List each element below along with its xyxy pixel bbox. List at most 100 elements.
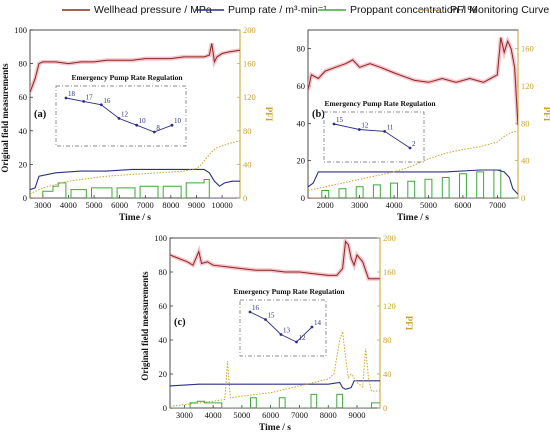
inset-title: Emergency Pump Rate Regulation (324, 99, 436, 108)
x-tick-label: 7000 (291, 410, 308, 420)
series-proppant-line (170, 393, 380, 408)
x-tick-label: 9000 (348, 410, 365, 420)
inset-step-label: 13 (283, 327, 291, 335)
legend-label-proppant: Proppant concentration / % (350, 4, 477, 16)
legend-label-pressure: Wellhead pressure / MPa (94, 4, 212, 16)
x-axis-label: Time / s (119, 213, 151, 223)
y-right-tick-label: 40 (243, 159, 252, 169)
y-left-tick-label: 60 (159, 301, 168, 311)
x-tick-label: 4000 (386, 200, 403, 210)
y-right-tick-label: 80 (243, 126, 252, 136)
legend-item-proppant: Proppant concentration / % (318, 3, 477, 17)
legend-swatch-proppant (318, 9, 346, 11)
y-right-tick-label: 120 (383, 301, 396, 311)
y-right-tick-label: 80 (521, 118, 530, 128)
y-left-tick-label: 20 (19, 159, 28, 169)
inset-step-point (357, 128, 361, 131)
y-right-tick-label: 40 (383, 369, 392, 379)
plot-area (170, 238, 380, 408)
panel-a: 3000 4000 5000 6000 7000 8000 9000 10000 0 20 40 60… (0, 25, 274, 223)
inset-step-label: 16 (252, 304, 260, 312)
series-rate-line (30, 168, 240, 191)
inset-step-label: 17 (86, 93, 94, 101)
series-pressure-line (170, 240, 380, 280)
inset-step-point (82, 100, 86, 103)
series-rate-line (170, 380, 380, 390)
y-left-tick-label: 60 (297, 81, 306, 91)
y-left-tick-label: 0 (163, 403, 167, 413)
inset-step-label: 15 (268, 312, 276, 320)
x-tick-label: 6000 (111, 200, 128, 210)
series-pfi-line (170, 331, 380, 407)
y-right-tick-label: 40 (521, 156, 530, 166)
y-right-axis-label: PFI (542, 107, 550, 122)
inset-step-point (310, 325, 314, 329)
y-right-axis-label: PFI (264, 107, 274, 122)
inset-step-label: 15 (336, 116, 344, 124)
y-right-tick-label: 160 (383, 267, 396, 277)
y-left-tick-label: 40 (19, 126, 28, 136)
y-left-tick-label: 20 (297, 156, 306, 166)
x-tick-label: 8000 (320, 410, 337, 420)
inset-step-point (99, 103, 103, 107)
series-pressure-band (30, 42, 240, 93)
y-left-tick-label: 20 (159, 369, 168, 379)
y-left-tick-label: 80 (159, 267, 168, 277)
inset-step-point (295, 340, 298, 344)
y-right-tick-label: 160 (521, 44, 534, 54)
y-right-axis-label: PFI (404, 316, 414, 331)
inset-step-point (64, 96, 68, 100)
legend-swatch-rate (196, 9, 224, 11)
x-tick-label: 3000 (34, 200, 51, 210)
y-left-axis-label: Original field measurements (0, 63, 10, 173)
x-tick-label: 6000 (454, 200, 471, 210)
inset-step-label: 14 (314, 319, 322, 327)
x-tick-label: 4000 (60, 200, 77, 210)
y-right-tick-label: 80 (383, 335, 392, 345)
legend-swatch-pressure (62, 9, 90, 11)
inset-box (55, 85, 187, 147)
x-tick-label: 9000 (188, 200, 205, 210)
x-axis-label: Time / s (397, 213, 429, 223)
panel-label: (c) (174, 317, 186, 328)
y-left-tick-label: 80 (19, 59, 28, 69)
x-tick-label: 8000 (162, 200, 179, 210)
inset-step-label: 2 (412, 140, 416, 148)
y-right-tick-label: 120 (521, 81, 534, 91)
inset-step-label: 11 (387, 123, 394, 131)
inset-step-label: 12 (299, 334, 307, 342)
legend-item-pressure: Wellhead pressure / MPa (62, 3, 212, 17)
series-rate-line (308, 169, 518, 195)
series-pressure-line (30, 43, 240, 93)
inset-box (323, 111, 425, 163)
inset-step-point (383, 129, 387, 133)
x-tick-label: 2000 (317, 200, 334, 210)
legend-item-rate: Pump rate / m³·min⁻¹ (196, 3, 327, 17)
panel-label: (b) (312, 109, 325, 120)
inset-step-label: 8 (156, 124, 160, 132)
plot-area (30, 42, 240, 198)
y-left-tick-label: 40 (297, 118, 306, 128)
inset-step-point (117, 117, 121, 120)
series-pfi-line (30, 140, 240, 195)
x-tick-label: 7000 (137, 200, 154, 210)
x-tick-label: 5000 (233, 410, 250, 420)
series-pressure-line (308, 37, 518, 126)
plot-area (308, 35, 518, 198)
inset-step-label: 12 (121, 110, 129, 118)
y-left-tick-label: 0 (23, 193, 27, 203)
y-left-tick-label: 80 (297, 44, 306, 54)
x-tick-label: 7000 (489, 200, 506, 210)
y-right-tick-label: 200 (383, 233, 396, 243)
inset-step-point (152, 130, 156, 134)
series-proppant-line (308, 169, 518, 198)
legend-item-pfi: PFI Monitoring Curve (418, 3, 549, 17)
y-left-tick-label: 40 (159, 335, 168, 345)
inset-title: Emergency Pump Rate Regulation (71, 73, 183, 82)
x-tick-label: 3000 (351, 200, 368, 210)
inset-step-line (333, 123, 411, 149)
series-proppant-line (30, 179, 240, 198)
y-right-tick-label: 120 (243, 92, 256, 102)
